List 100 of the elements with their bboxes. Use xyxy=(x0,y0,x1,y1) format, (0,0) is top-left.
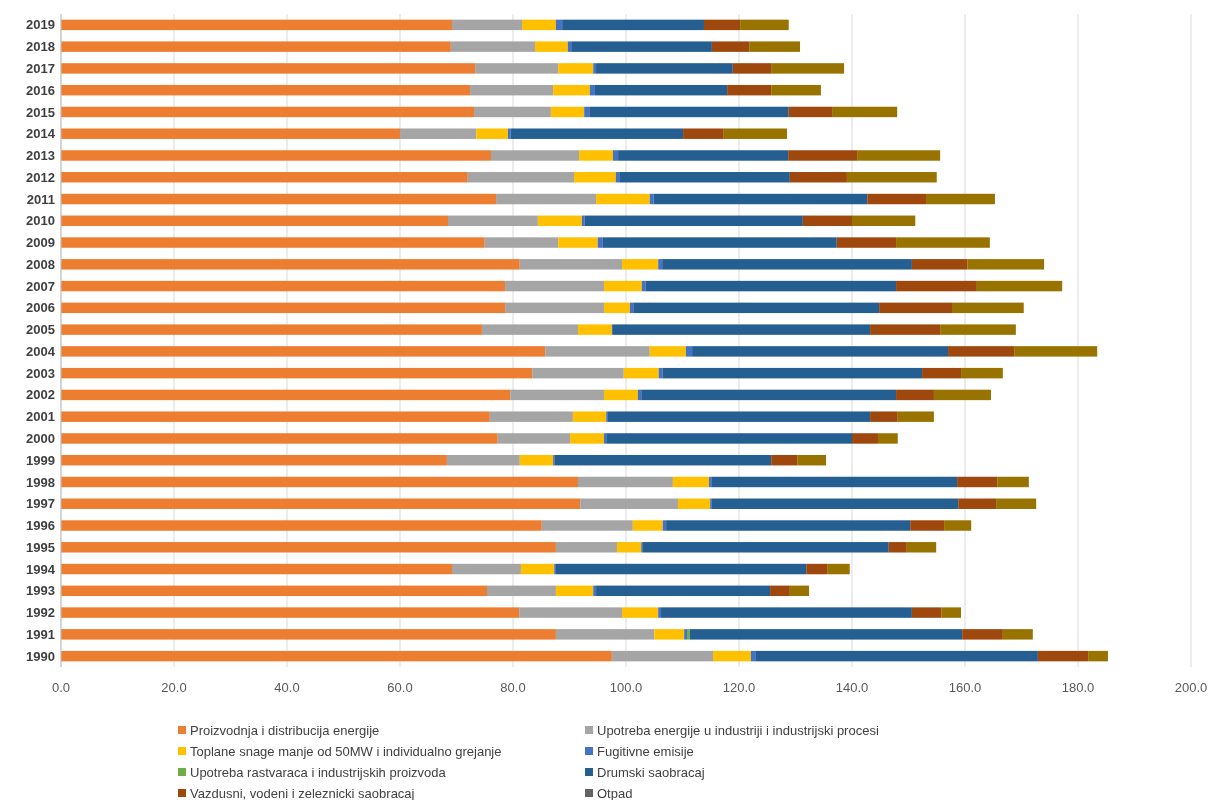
bar xyxy=(446,454,520,466)
bar xyxy=(906,542,937,553)
bar xyxy=(877,433,898,444)
bar xyxy=(618,150,789,161)
bar xyxy=(61,454,447,466)
bar xyxy=(771,84,821,96)
bar xyxy=(537,215,582,227)
bar xyxy=(685,346,693,357)
bar xyxy=(750,650,756,662)
bar xyxy=(662,259,912,270)
bar xyxy=(788,106,833,118)
bar xyxy=(550,106,585,118)
y-tick-label: 2013 xyxy=(26,148,55,164)
y-tick-label: 1997 xyxy=(26,496,55,512)
bar xyxy=(961,367,1003,379)
bar xyxy=(558,237,598,248)
bar xyxy=(952,302,1024,314)
bar xyxy=(61,367,533,379)
x-tick-label: 80.0 xyxy=(500,680,526,695)
bar xyxy=(658,607,662,618)
x-tick-label: 120.0 xyxy=(722,680,756,695)
bar xyxy=(622,259,659,270)
bar xyxy=(510,389,604,401)
bar xyxy=(451,19,523,31)
bar xyxy=(545,346,650,357)
bar xyxy=(519,259,623,270)
legend-label: Drumski saobracaj xyxy=(597,764,705,780)
bar xyxy=(602,237,837,248)
y-tick-label: 2005 xyxy=(26,322,55,338)
bar xyxy=(451,563,521,575)
bar xyxy=(662,520,667,531)
bar xyxy=(703,19,741,31)
bar xyxy=(555,563,807,575)
bar xyxy=(532,367,624,379)
bar xyxy=(629,302,634,314)
bar xyxy=(976,280,1063,292)
x-tick-label: 60.0 xyxy=(387,680,413,695)
bar xyxy=(581,215,585,227)
y-tick-label: 2017 xyxy=(26,60,55,76)
bar xyxy=(554,454,772,466)
bar xyxy=(61,520,542,531)
y-tick-label: 1991 xyxy=(26,626,55,642)
bar xyxy=(570,433,604,444)
bar xyxy=(654,629,685,640)
bar xyxy=(870,324,941,335)
bar xyxy=(594,84,728,96)
y-tick-label: 2002 xyxy=(26,387,55,403)
bar xyxy=(689,629,963,640)
bar xyxy=(61,150,491,161)
x-tick-label: 200.0 xyxy=(1174,680,1208,695)
bar xyxy=(61,215,449,227)
y-tick-label: 2003 xyxy=(26,365,55,381)
bar xyxy=(870,411,898,422)
bar xyxy=(770,585,790,597)
bar xyxy=(642,542,889,553)
y-tick-label: 2014 xyxy=(26,126,56,142)
bar xyxy=(727,84,772,96)
bar xyxy=(61,172,468,183)
bar xyxy=(596,585,771,597)
bar xyxy=(896,389,934,401)
bar xyxy=(61,389,511,401)
bar xyxy=(613,150,619,161)
bar xyxy=(400,128,477,139)
bar xyxy=(879,302,953,314)
bar xyxy=(593,585,597,597)
bar xyxy=(558,63,594,74)
bar xyxy=(677,498,711,509)
bar xyxy=(475,63,559,74)
bar xyxy=(896,280,977,292)
legend-label: Upotreba energije u industriji i industrijski procesi xyxy=(597,722,879,738)
bar xyxy=(911,259,968,270)
bar xyxy=(520,563,555,575)
bar xyxy=(507,128,511,139)
bar xyxy=(555,585,594,597)
bar xyxy=(789,585,810,597)
bar xyxy=(910,520,945,531)
bar xyxy=(771,63,845,74)
bar xyxy=(633,302,880,314)
y-tick-label: 1996 xyxy=(26,518,55,534)
bar xyxy=(535,41,568,52)
bar xyxy=(603,433,607,444)
y-tick-label: 2004 xyxy=(26,343,56,359)
bar xyxy=(571,41,712,52)
bar xyxy=(662,367,923,379)
y-tick-label: 2019 xyxy=(26,17,55,33)
bar xyxy=(888,542,907,553)
x-tick-label: 140.0 xyxy=(835,680,869,695)
bar xyxy=(897,411,934,422)
y-tick-label: 1990 xyxy=(26,648,55,664)
bar xyxy=(611,650,714,662)
bar xyxy=(61,585,488,597)
bar xyxy=(603,302,630,314)
bar xyxy=(846,172,937,183)
bar xyxy=(1037,650,1089,662)
legend-label: Proizvodnja i distribucija energije xyxy=(190,722,380,738)
bar xyxy=(577,324,612,335)
bar xyxy=(740,19,789,31)
bar xyxy=(61,41,451,52)
bar xyxy=(61,302,506,314)
bar xyxy=(584,215,803,227)
